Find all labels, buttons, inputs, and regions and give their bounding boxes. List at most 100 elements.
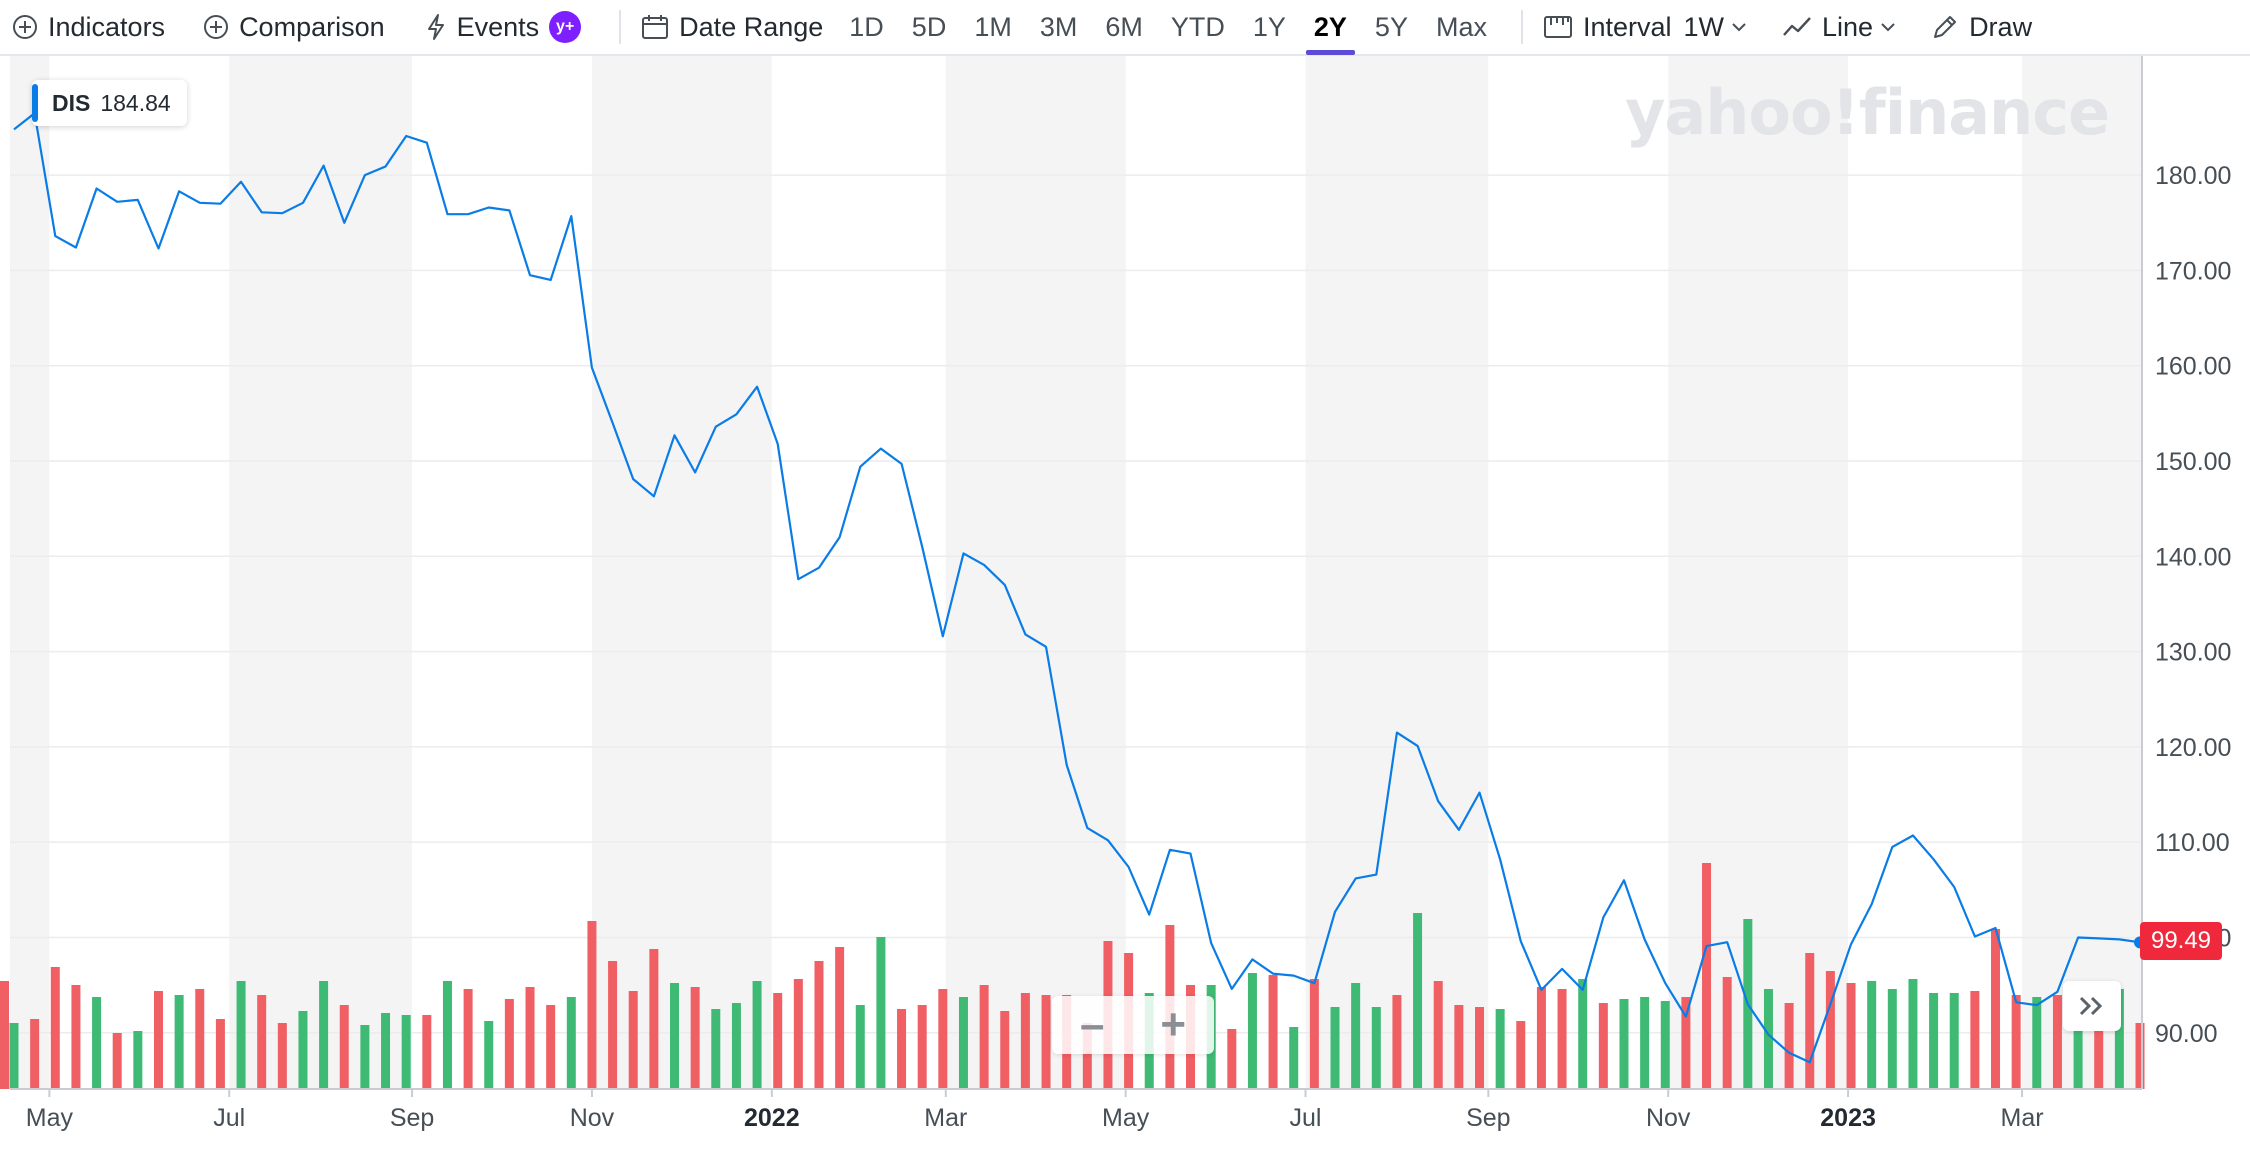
volume-bar: [1474, 1007, 1484, 1089]
lightning-icon: [425, 13, 447, 41]
volume-bar: [71, 985, 81, 1089]
x-tick-label: 2023: [1820, 1104, 1876, 1132]
x-tick-label: May: [26, 1104, 74, 1132]
volume-bar: [2073, 1015, 2083, 1089]
y-tick-label: 140.00: [2155, 543, 2231, 571]
volume-bar: [1908, 979, 1918, 1089]
date-range-button[interactable]: Date Range: [641, 0, 823, 55]
volume-bar: [30, 1019, 40, 1089]
volume-bar: [0, 997, 9, 1089]
volume-bar: [670, 983, 680, 1089]
interval-value: 1W: [1683, 11, 1725, 42]
y-tick-label: 170.00: [2155, 257, 2231, 285]
legend-symbol: DIS: [52, 89, 91, 116]
volume-bar: [422, 1015, 432, 1089]
volume-bar: [1557, 989, 1567, 1089]
volume-bar: [1247, 973, 1257, 1089]
toolbar-divider: [619, 10, 622, 44]
chart-type-label: Line: [1822, 11, 1874, 42]
volume-bar: [2052, 995, 2062, 1089]
volume-bar: [360, 1025, 370, 1089]
volume-bar: [773, 993, 783, 1089]
zoom-out-button[interactable]: –: [1079, 1000, 1105, 1049]
chevron-down-icon: [1881, 22, 1895, 32]
date-range-label: Date Range: [679, 11, 824, 42]
volume-bar: [711, 1009, 721, 1089]
volume-bar: [2032, 997, 2042, 1089]
price-chart[interactable]: 90.00100.00110.00120.00130.00140.00150.0…: [0, 56, 2250, 1154]
volume-bar: [608, 961, 618, 1089]
volume-bar: [525, 987, 535, 1089]
chart-type-dropdown[interactable]: Line: [1782, 0, 1895, 55]
volume-bar: [546, 1005, 556, 1089]
expand-chart-button[interactable]: [2063, 981, 2121, 1031]
volume-bar: [50, 967, 60, 1089]
volume-bar: [1784, 1003, 1794, 1089]
volume-bar: [1825, 971, 1835, 1089]
y-axis-ticks: 90.00100.00110.00120.00130.00140.00150.0…: [2155, 162, 2231, 1048]
toolbar-divider: [1520, 10, 1523, 44]
yahoo-plus-badge: y+: [549, 11, 582, 43]
zoom-in-button[interactable]: +: [1160, 1000, 1187, 1049]
range-1d[interactable]: 1D: [849, 11, 884, 42]
x-tick-label: Nov: [1646, 1104, 1691, 1132]
calendar-icon: [641, 14, 669, 40]
range-1y[interactable]: 1Y: [1252, 11, 1286, 42]
x-axis-ticks: May Jul Sep Nov 2022 Mar May Jul Sep Nov 2023 Mar: [26, 1089, 2044, 1132]
chart-toolbar: Indicators Comparison Events y+ Date Ran…: [0, 0, 2250, 56]
volume-bar: [381, 1013, 391, 1089]
volume-bar: [1309, 979, 1319, 1089]
volume-bar: [690, 987, 700, 1089]
volume-bar: [1867, 981, 1877, 1089]
volume-bar: [835, 947, 845, 1089]
volume-bar: [236, 981, 246, 1089]
comparison-button[interactable]: Comparison: [203, 0, 385, 55]
price-line: [13, 112, 2141, 1064]
chart-area[interactable]: 90.00100.00110.00120.00130.00140.00150.0…: [0, 56, 2250, 1154]
chevron-down-icon: [1732, 22, 1746, 32]
volume-bar: [855, 1005, 865, 1089]
range-ytd[interactable]: YTD: [1170, 11, 1225, 42]
volume-bar: [2135, 1023, 2145, 1089]
volume-bar: [1949, 993, 1959, 1089]
volume-bar: [298, 1011, 308, 1089]
indicators-button[interactable]: Indicators: [12, 0, 165, 55]
zoom-controls: – +: [1052, 996, 1214, 1054]
range-3m[interactable]: 3M: [1039, 11, 1078, 42]
volume-bar: [1929, 993, 1939, 1089]
range-max[interactable]: Max: [1435, 11, 1487, 42]
volume-bar: [1887, 989, 1897, 1089]
double-chevron-right-icon: [2077, 994, 2107, 1018]
range-5y[interactable]: 5Y: [1374, 11, 1408, 42]
range-5d[interactable]: 5D: [911, 11, 947, 42]
volume-bar: [628, 991, 638, 1089]
volume-bar: [1351, 983, 1361, 1089]
volume-bar: [195, 989, 205, 1089]
volume-bar: [1268, 975, 1278, 1089]
volume-bar: [174, 995, 184, 1089]
range-2y[interactable]: 2Y: [1300, 0, 1361, 55]
volume-bar: [1846, 983, 1856, 1089]
y-tick-label: 150.00: [2155, 448, 2231, 476]
volume-bar: [1041, 995, 1051, 1089]
interval-dropdown[interactable]: Interval 1W: [1543, 0, 1746, 55]
volume-bar: [1805, 953, 1815, 1089]
events-button[interactable]: Events y+: [425, 0, 582, 55]
x-tick-label: Jul: [1290, 1104, 1322, 1132]
volume-bar: [1702, 863, 1712, 1089]
volume-bar: [504, 999, 514, 1089]
volume-bar: [1495, 1009, 1505, 1089]
x-tick-label: Jul: [213, 1104, 245, 1132]
draw-button[interactable]: Draw: [1931, 0, 2032, 55]
volume-bar: [463, 989, 473, 1089]
x-tick-label: May: [1102, 1104, 1150, 1132]
x-tick-label: 2022: [744, 1104, 800, 1132]
y-tick-label: 120.00: [2155, 734, 2231, 762]
volume-bar: [484, 1021, 494, 1089]
range-1m[interactable]: 1M: [974, 11, 1012, 42]
volume-bar: [566, 997, 576, 1089]
x-tick-label: Nov: [570, 1104, 615, 1132]
volume-bar: [979, 985, 989, 1089]
month-band: [945, 56, 1126, 1089]
range-6m[interactable]: 6M: [1105, 11, 1143, 42]
